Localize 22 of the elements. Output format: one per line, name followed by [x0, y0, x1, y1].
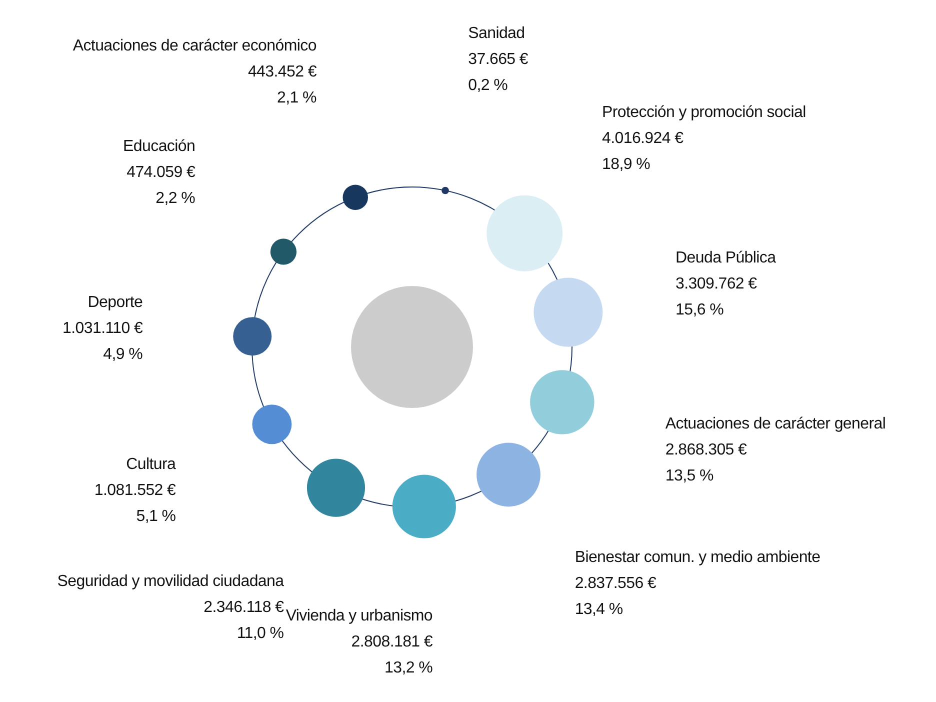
data-label: 2.868.305 € 13,5 %	[665, 441, 748, 484]
data-label: 2.808.181 € 13,2 %	[351, 634, 433, 677]
data-label: 1.031.110 € 4,9 %	[62, 320, 143, 363]
data-label: 1.081.552 € 5,1 %	[94, 482, 176, 526]
data-label: 2.346.118 € 11,0 %	[204, 599, 284, 642]
category-label: Deuda Pública	[676, 250, 776, 267]
category-label: Educación	[123, 138, 196, 155]
data-label: 2.837.556 € 13,4 %	[574, 574, 656, 618]
category-label: Bienestar comun. y medio ambiente	[574, 548, 821, 566]
category-label: Seguridad y movilidad ciudadana	[57, 573, 284, 590]
data-label: 37.665 € 0,2 %	[468, 51, 528, 94]
category-label: Actuaciones de carácter económico	[72, 38, 317, 55]
category-label: Actuaciones de carácter general	[665, 415, 886, 432]
category-label: Deporte	[88, 294, 143, 311]
data-label: 4.016.924 € 18,9 %	[602, 130, 684, 174]
category-label: Cultura	[126, 456, 176, 474]
category-label: Vivienda y urbanismo	[286, 608, 433, 625]
data-label: 474.059 € 2,2 %	[126, 164, 196, 207]
category-label: Sanidad	[468, 25, 525, 42]
data-label: 3.309.762 € 15,6 %	[676, 276, 758, 319]
data-label: 443.452 € 2,1 %	[248, 64, 317, 107]
category-label: Protección y promoción social	[602, 104, 806, 122]
